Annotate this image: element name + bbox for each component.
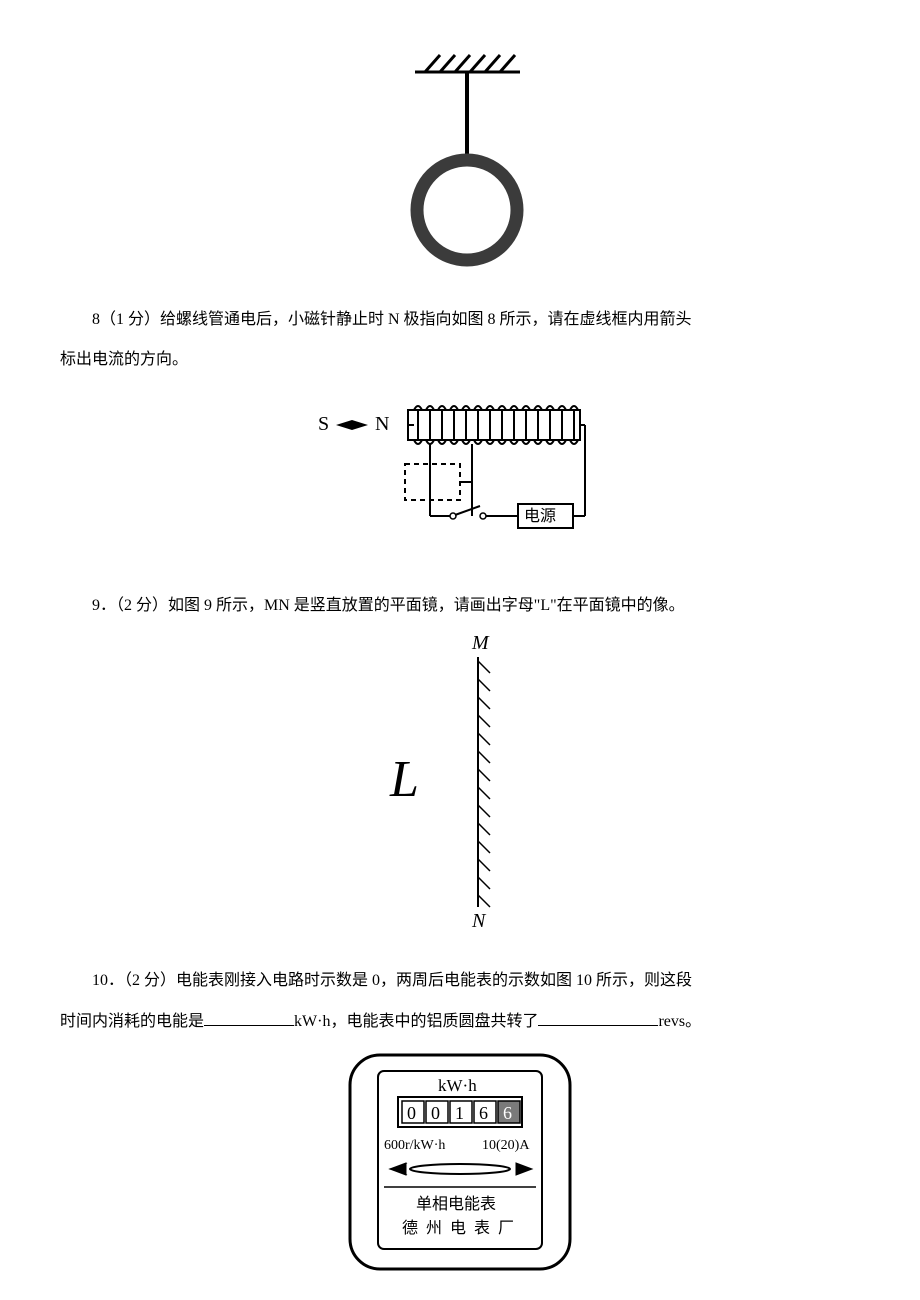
- meter-current: 10(20)A: [482, 1138, 530, 1153]
- q8-text-line2: 标出电流的方向。: [60, 345, 860, 375]
- svg-text:1: 1: [455, 1103, 464, 1123]
- label-m: M: [471, 632, 490, 654]
- q10-mid: kW·h，电能表中的铝质圆盘共转了: [294, 1013, 538, 1030]
- q10-text-line2: 时间内消耗的电能是 kW·h，电能表中的铝质圆盘共转了 revs。: [60, 1007, 860, 1037]
- svg-text:0: 0: [431, 1103, 440, 1123]
- blank-revs[interactable]: [538, 1008, 658, 1026]
- svg-text:0: 0: [407, 1103, 416, 1123]
- meter-line1: 单相电能表: [416, 1195, 496, 1213]
- q9-text: 9．（2 分）如图 9 所示，MN 是竖直放置的平面镜，请画出字母"L"在平面镜…: [60, 591, 860, 621]
- label-n2: N: [471, 910, 487, 931]
- q10-post: revs。: [658, 1013, 701, 1030]
- blank-energy[interactable]: [204, 1008, 294, 1026]
- solenoid-diagram: S N 电源: [300, 386, 620, 556]
- ring-diagram: [370, 50, 550, 270]
- q8-text-line1: 8（1 分）给螺线管通电后，小磁针静止时 N 极指向如图 8 所示，请在虚线框内…: [60, 305, 860, 335]
- figure-7: [60, 50, 860, 275]
- mirror-diagram: M N L: [350, 631, 570, 931]
- label-n: N: [375, 413, 389, 435]
- label-l: L: [389, 751, 419, 808]
- q10-pre: 时间内消耗的电能是: [60, 1013, 204, 1030]
- figure-10: kW·h 0 0 1 6 6 600r/kW·h 10(20)A: [60, 1047, 860, 1282]
- svg-text:6: 6: [479, 1103, 488, 1123]
- label-s: S: [318, 413, 329, 435]
- figure-9: M N L: [60, 631, 860, 936]
- svg-text:6: 6: [503, 1103, 512, 1123]
- q10-text-line1: 10．（2 分）电能表刚接入电路时示数是 0，两周后电能表的示数如图 10 所示…: [60, 966, 860, 996]
- figure-8: S N 电源: [60, 386, 860, 561]
- meter-line2: 德 州 电 表 厂: [402, 1219, 516, 1237]
- label-power: 电源: [524, 507, 556, 525]
- meter-unit: kW·h: [438, 1076, 477, 1095]
- energy-meter: kW·h 0 0 1 6 6 600r/kW·h 10(20)A: [340, 1047, 580, 1277]
- meter-digits: 0 0 1 6 6: [402, 1101, 520, 1123]
- meter-rate: 600r/kW·h: [384, 1138, 445, 1153]
